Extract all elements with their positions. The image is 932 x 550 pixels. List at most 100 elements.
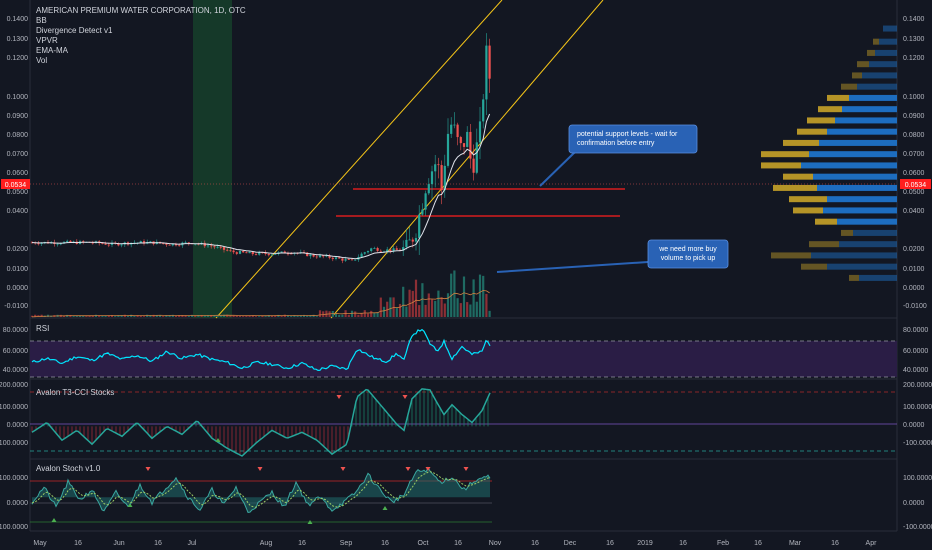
volume-bar [354,311,357,317]
volume-bar [462,276,466,317]
candle-body [472,158,475,173]
candle-body [306,252,309,257]
vpvr-up-bar [879,38,897,45]
candle-body [488,45,491,79]
vpvr-up-bar [827,196,897,203]
volume-bar [341,314,344,317]
buy-signal-marker [127,503,133,507]
candle-body [418,214,421,239]
indicator-divergence[interactable]: Divergence Detect v1 [36,26,113,35]
candle-body [482,99,485,122]
volume-bar [171,314,174,317]
volume-bar [421,283,424,317]
indicator-vol[interactable]: Vol [36,56,48,65]
rsi-tick-label: 40.0000 [3,367,28,374]
volume-bar [459,303,462,317]
candle-body [258,252,261,255]
price-tick-label: 0.0400 [903,208,925,215]
price-tick-label: 0.0700 [903,151,925,158]
volume-bar [478,274,482,317]
cci-tick-label: -100.0000 [903,440,932,447]
vpvr-down-bar [771,252,811,259]
candle-body [56,243,59,245]
candle-body [59,243,62,245]
price-badge-text: 0.0534 [905,182,927,189]
chart-legend: AMERICAN PREMIUM WATER CORPORATION, 1D, … [36,6,246,66]
volume-bar [443,303,446,317]
candle-body [453,124,456,126]
candle-body [226,249,229,251]
time-tick-label: 16 [454,540,462,547]
candle-body [389,249,392,252]
cci-tick-label: -100.0000 [0,440,28,447]
volume-bar [133,315,136,317]
volume-bar [446,293,450,317]
stoch-signal-line [31,471,491,508]
indicator-bb[interactable]: BB [36,16,47,25]
sell-signal-marker [145,467,151,471]
volume-bar [248,315,251,317]
annotation-support[interactable]: potential support levels - wait for conf… [539,124,698,187]
volume-bar [126,315,130,317]
buy-signal-marker [382,506,388,510]
volume-bar [309,315,312,317]
candle-body [37,243,40,245]
vpvr-down-bar [761,162,801,169]
volume-bar [472,279,475,317]
candle-body [91,242,94,244]
volume-bar [152,314,155,317]
indicator-ema-ma[interactable]: EMA-MA [36,46,68,55]
candle-body [66,240,69,242]
time-tick-label: Oct [418,540,429,547]
candle-body [386,249,389,252]
volume-bar [206,315,210,317]
time-tick-label: 16 [74,540,82,547]
vpvr-up-bar [837,218,897,225]
volume-bar [178,315,181,317]
volume-bar [366,313,370,317]
price-tick-label: 0.1400 [7,16,29,23]
volume-bar [376,312,379,317]
volume-bar [104,315,107,317]
volume-bar [30,315,34,317]
price-tick-label: 0.1200 [903,55,925,62]
volume-bar [267,315,270,317]
volume-bar [261,315,264,317]
chart-title: AMERICAN PREMIUM WATER CORPORATION, 1D, … [36,6,246,15]
candle-body [347,259,350,260]
volume-bar [322,311,325,317]
candle-body [286,253,290,255]
candle-body [322,255,325,257]
time-axis: May 16 Jun 16 Jul Aug 16 Sep 16 Oct 16 Nov 16 Dec 16 20… [33,540,877,547]
volume-bar [229,315,232,317]
sell-signal-marker [402,395,408,399]
stoch-pane-title: Avalon Stoch v1.0 [36,464,101,473]
volume-bar [226,314,229,317]
indicator-vpvr[interactable]: VPVR [36,36,58,45]
vpvr-down-bar [815,218,837,225]
candle-body [325,255,328,257]
vpvr-up-bar [827,263,897,270]
candle-body [210,245,213,247]
volume-bar [293,315,296,317]
sell-signal-marker [405,467,411,471]
volume-bar [414,279,418,317]
volume-bar [389,297,392,317]
buy-signal-marker [51,518,57,522]
price-tick-label: 0.0200 [7,246,29,253]
volume-bar [440,297,443,317]
vpvr-down-bar [841,229,853,236]
vpvr-up-bar [869,61,897,68]
annotation-volume[interactable]: we need more buy volume to pick up [496,239,729,273]
time-tick-label: Apr [866,540,878,547]
volume-bar [379,297,382,317]
volume-bar [485,293,488,317]
volume-bar [373,312,376,317]
candle-body [459,137,462,144]
vpvr-down-bar [773,184,817,191]
stoch-tick-label: -100.0000 [903,524,932,531]
vpvr-down-bar [867,49,875,56]
cci-tick-label: 100.0000 [0,404,28,411]
time-tick-label: 16 [606,540,614,547]
